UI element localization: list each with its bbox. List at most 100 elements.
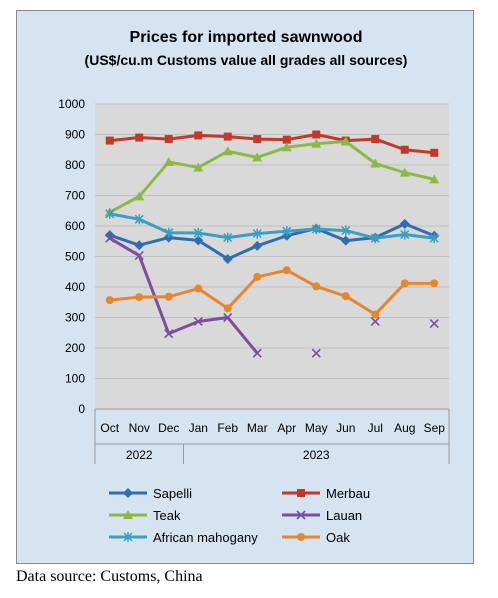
data-point-sapelli-jun: [340, 235, 351, 246]
data-point-oak-jan: [194, 284, 203, 293]
data-point-lauan-sep: [429, 319, 439, 329]
x-tick-label-jan: Jan: [189, 421, 208, 435]
data-point-african-mahogany-jan: [193, 228, 203, 239]
data-point-oak-nov: [135, 293, 144, 302]
series-line-african-mahogany-0: [109, 212, 435, 240]
series-line-merbau-0: [109, 133, 435, 155]
data-point-african-mahogany-jul: [370, 233, 380, 244]
data-point-sapelli-aug: [399, 218, 410, 229]
data-point-oak-oct: [105, 296, 114, 305]
data-point-teak-sep: [429, 174, 440, 184]
data-point-merbau-dec: [164, 135, 173, 144]
data-point-teak-dec: [163, 156, 174, 166]
data-point-african-mahogany-apr: [282, 226, 292, 237]
x-tick-label-apr: Apr: [277, 421, 296, 435]
series-line-sapelli-0: [109, 222, 435, 261]
series-line-teak-0: [109, 140, 435, 214]
chart-subtitle: (US$/cu.m Customs value all grades all s…: [84, 52, 408, 68]
data-point-oak-jun: [341, 292, 350, 301]
chart-frame: Prices for imported sawnwood (US$/cu.m C…: [16, 10, 474, 564]
y-tick-label-400: 400: [65, 280, 85, 294]
x-tick-label-dec: Dec: [158, 421, 179, 435]
data-point-african-mahogany-dec: [164, 227, 174, 238]
data-point-african-mahogany-mar: [252, 228, 262, 239]
y-tick-label-0: 0: [78, 402, 85, 416]
y-tick-label-800: 800: [65, 158, 85, 172]
year-label-2023: 2023: [303, 448, 330, 462]
legend-marker-oak: [297, 533, 305, 541]
chart-canvas: 0 100 200 300 400 500 600 700 800 900 1000 Oct Nov De…: [58, 97, 450, 545]
data-point-teak-feb: [222, 146, 233, 156]
data-point-oak-jul: [371, 310, 380, 319]
data-point-merbau-jan: [194, 131, 203, 140]
legend-marker-african-mahogany: [123, 532, 133, 542]
legend-marker-lauan: [296, 510, 306, 520]
legend-label-oak: Oak: [326, 530, 350, 545]
legend-marker-teak: [123, 510, 133, 519]
legend-label-sapelli: Sapelli: [153, 486, 192, 501]
data-point-lauan-feb: [223, 312, 233, 323]
chart-title: Prices for imported sawnwood: [129, 29, 363, 46]
data-point-lauan-nov: [134, 251, 144, 261]
series-line-lauan-0: [108, 236, 259, 355]
x-tick-label-oct: Oct: [100, 421, 119, 435]
legend-marker-sapelli: [123, 488, 133, 498]
data-point-merbau-aug: [400, 145, 409, 154]
data-point-merbau-apr: [282, 135, 291, 144]
data-point-oak-apr: [282, 266, 291, 275]
y-tick-label-200: 200: [65, 341, 85, 355]
data-point-teak-jan: [193, 162, 204, 172]
series-line-oak-0: [109, 268, 435, 316]
data-point-oak-mar: [253, 272, 262, 281]
data-point-sapelli-oct: [104, 230, 115, 241]
data-point-lauan-jul: [370, 316, 380, 327]
data-point-teak-may: [311, 138, 322, 148]
x-tick-label-jun: Jun: [336, 421, 355, 435]
legend-label-teak: Teak: [153, 508, 181, 523]
data-point-merbau-jul: [371, 135, 380, 144]
y-tick-label-100: 100: [65, 372, 85, 386]
y-tick-label-300: 300: [65, 311, 85, 325]
data-source-note: Data source: Customs, China: [16, 568, 203, 585]
legend-marker-merbau: [297, 489, 305, 497]
y-tick-label-500: 500: [65, 250, 85, 264]
y-tick-label-1000: 1000: [58, 97, 85, 111]
data-point-sapelli-mar: [252, 240, 263, 251]
x-tick-label-aug: Aug: [394, 421, 415, 435]
data-point-merbau-nov: [135, 133, 144, 142]
data-point-sapelli-jan: [193, 235, 204, 246]
data-point-merbau-oct: [105, 136, 114, 145]
data-point-lauan-may: [311, 348, 321, 358]
data-point-lauan-dec: [164, 329, 174, 339]
legend-label-merbau: Merbau: [326, 486, 370, 501]
data-point-lauan-oct: [105, 233, 115, 243]
data-point-teak-nov: [134, 191, 145, 201]
data-point-oak-may: [312, 282, 321, 291]
y-tick-label-700: 700: [65, 189, 85, 203]
x-tick-label-jul: Jul: [368, 421, 383, 435]
data-point-merbau-mar: [253, 135, 262, 144]
data-point-teak-jul: [370, 158, 381, 168]
data-point-merbau-feb: [223, 132, 232, 141]
data-point-african-mahogany-may: [311, 224, 321, 235]
legend-label-african-mahogany: African mahogany: [153, 530, 258, 545]
data-point-sapelli-nov: [134, 240, 145, 251]
data-point-african-mahogany-jun: [341, 225, 351, 236]
data-point-oak-sep: [430, 279, 439, 288]
x-tick-label-may: May: [305, 421, 328, 435]
data-point-teak-jun: [340, 136, 351, 146]
x-tick-label-sep: Sep: [424, 421, 446, 435]
data-point-merbau-may: [312, 130, 321, 139]
x-tick-label-nov: Nov: [129, 421, 150, 435]
data-point-african-mahogany-aug: [400, 229, 410, 240]
data-point-oak-aug: [400, 279, 409, 288]
year-label-2022: 2022: [126, 448, 153, 462]
data-point-merbau-sep: [430, 148, 439, 157]
data-point-sapelli-feb: [222, 253, 233, 264]
data-point-lauan-jan: [193, 316, 203, 327]
data-point-lauan-mar: [252, 348, 262, 358]
data-point-teak-aug: [399, 167, 410, 177]
data-point-african-mahogany-nov: [134, 214, 144, 225]
data-point-african-mahogany-sep: [429, 233, 439, 244]
data-point-oak-dec: [164, 292, 173, 301]
